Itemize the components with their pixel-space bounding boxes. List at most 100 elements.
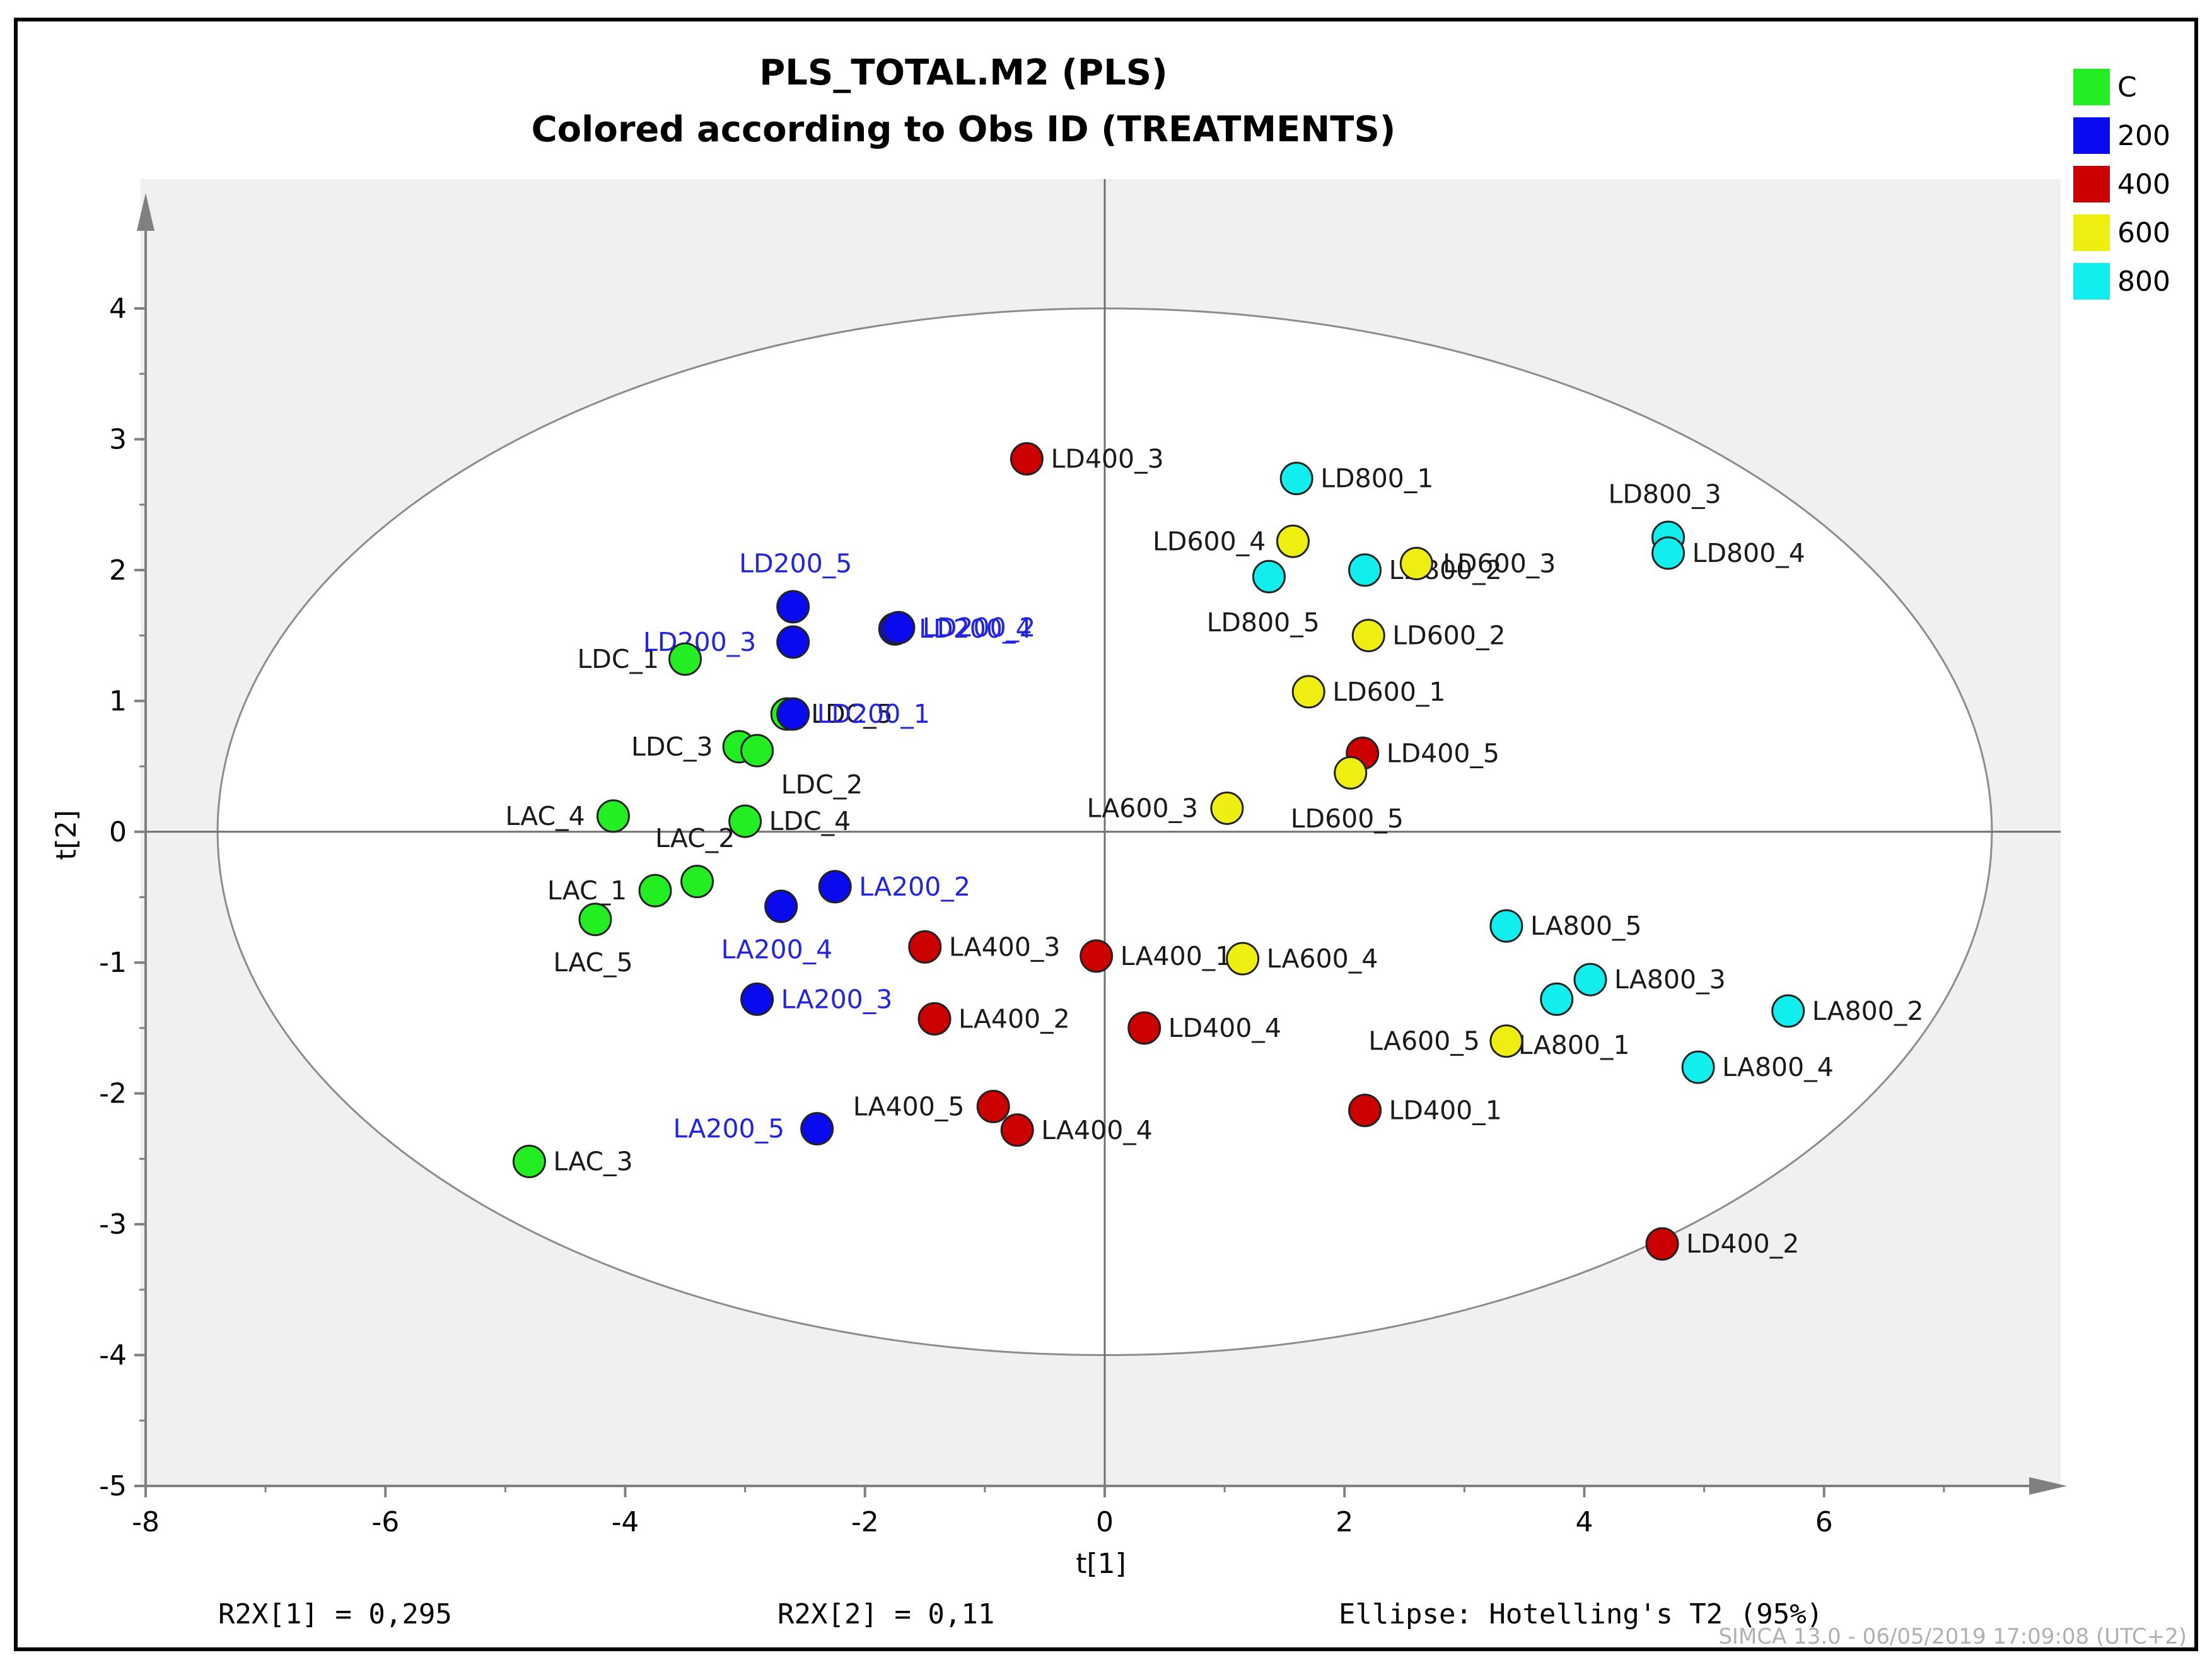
point-label: LA600_4 — [1267, 944, 1378, 974]
point-label: LA400_2 — [958, 1003, 1070, 1034]
scatter-point — [740, 982, 774, 1016]
chart-title: PLS_TOTAL.M2 (PLS) — [759, 52, 1167, 93]
legend-swatch — [2073, 117, 2110, 154]
scatter-point — [578, 903, 612, 937]
legend-label: 600 — [2117, 217, 2170, 249]
software-footer: SIMCA 13.0 - 06/05/2019 17:09:08 (UTC+2) — [1718, 1624, 2187, 1647]
point-label: LA400_3 — [949, 932, 1061, 962]
legend-label: 400 — [2117, 168, 2170, 201]
point-label: LA200_2 — [859, 872, 970, 902]
legend-label: 200 — [2117, 120, 2170, 152]
point-label: LAC_4 — [505, 801, 585, 831]
y-tick-label: -5 — [99, 1470, 127, 1502]
point-label: LAC_5 — [553, 947, 632, 978]
legend-swatch — [2073, 263, 2110, 300]
x-tick-label: 6 — [1815, 1506, 1833, 1538]
point-label: LDC_3 — [631, 732, 713, 762]
scatter-point — [1080, 939, 1114, 973]
y-tick-label: -4 — [99, 1340, 127, 1372]
r2x1-stat: R2X[1] = 0,295 — [218, 1598, 452, 1630]
scatter-point — [818, 870, 852, 904]
point-label: LD800_4 — [1692, 538, 1805, 568]
point-label: LA200_5 — [673, 1114, 785, 1144]
point-label: LAC_2 — [655, 823, 735, 853]
x-tick-label: 4 — [1576, 1506, 1593, 1538]
scatter-point — [882, 611, 916, 645]
x-axis-arrow — [2029, 1477, 2067, 1495]
x-tick-label: -2 — [851, 1506, 879, 1538]
point-label: LAC_3 — [553, 1147, 632, 1177]
legend-swatch — [2073, 69, 2110, 105]
point-label: LDC_2 — [781, 769, 863, 800]
point-label: LD200_1 — [817, 699, 930, 729]
scatter-point — [1127, 1011, 1161, 1045]
scatter-point — [596, 799, 630, 833]
point-label: LA800_2 — [1812, 996, 1924, 1026]
point-label: LD400_5 — [1387, 738, 1499, 768]
point-label: LD400_1 — [1389, 1096, 1502, 1126]
point-label: LDC_4 — [769, 806, 851, 836]
y-tick-label: -1 — [99, 947, 127, 979]
y-tick-label: 4 — [109, 293, 127, 325]
point-label: LAC_1 — [547, 875, 627, 906]
point-label: LD200_4 — [919, 614, 1032, 644]
point-label: LA800_4 — [1722, 1052, 1834, 1082]
scatter-point — [1573, 962, 1607, 997]
point-label: LA800_3 — [1614, 964, 1726, 995]
point-label: LD400_3 — [1051, 444, 1163, 474]
scatter-point — [1651, 536, 1685, 570]
scatter-point — [1489, 1024, 1523, 1058]
scatter-point — [908, 930, 942, 964]
scatter-point — [1348, 1094, 1382, 1128]
scatter-point — [1210, 791, 1244, 825]
ellipse-stat: Ellipse: Hotelling's T2 (95%) — [1339, 1598, 1823, 1630]
point-label: LA600_5 — [1368, 1026, 1480, 1056]
point-label: LA800_5 — [1530, 911, 1642, 941]
x-tick-label: 2 — [1336, 1506, 1353, 1538]
point-label: LD600_4 — [1153, 526, 1266, 556]
point-label: LDC_5 — [811, 699, 893, 729]
scatter-point — [1645, 1227, 1679, 1261]
scatter-point — [1351, 619, 1385, 653]
scatter-point — [740, 734, 774, 768]
point-label: LA400_5 — [853, 1091, 965, 1121]
scatter-point — [512, 1145, 546, 1179]
scatter-point — [668, 642, 702, 676]
scatter-point — [776, 625, 810, 659]
point-label: LD600_1 — [1332, 677, 1445, 707]
point-label: LD800_5 — [1207, 607, 1320, 638]
scatter-point — [1226, 942, 1260, 976]
legend-swatch — [2073, 214, 2110, 251]
point-label: LD800_3 — [1609, 479, 1721, 510]
scatter-point — [1291, 675, 1325, 709]
point-label: LD200_2 — [923, 612, 1035, 643]
scatter-point — [1000, 1113, 1034, 1147]
point-label: LD600_3 — [1443, 549, 1556, 579]
point-label: LA600_3 — [1086, 793, 1198, 823]
scatter-point — [1771, 994, 1805, 1028]
scatter-point — [1252, 559, 1286, 593]
y-axis-arrow — [137, 193, 154, 231]
y-tick-label: 0 — [109, 816, 127, 848]
point-label: LD200_5 — [739, 549, 852, 579]
scatter-point — [1279, 462, 1313, 496]
scatter-point — [776, 590, 810, 624]
scatter-point — [1489, 909, 1523, 943]
scatter-point — [1540, 982, 1574, 1016]
point-label: LD400_4 — [1168, 1013, 1281, 1043]
chart-subtitle: Colored according to Obs ID (TREATMENTS) — [532, 109, 1396, 150]
scatter-point — [1010, 442, 1044, 476]
x-tick-label: -6 — [371, 1506, 399, 1538]
x-tick-label: 0 — [1096, 1506, 1114, 1538]
legend-swatch — [2073, 166, 2110, 202]
scatter-point — [776, 697, 810, 731]
scatter-point — [1399, 547, 1433, 581]
scatter-point — [728, 804, 762, 838]
scatter-point — [1348, 553, 1382, 587]
scatter-point — [638, 874, 672, 908]
point-label: LA800_1 — [1518, 1030, 1630, 1060]
x-tick-label: -8 — [132, 1506, 160, 1538]
score-plot: PLS_TOTAL.M2 (PLS) Colored according to … — [50, 52, 2187, 1647]
point-label: LDC_1 — [577, 644, 659, 674]
point-label: LD600_5 — [1291, 804, 1404, 834]
